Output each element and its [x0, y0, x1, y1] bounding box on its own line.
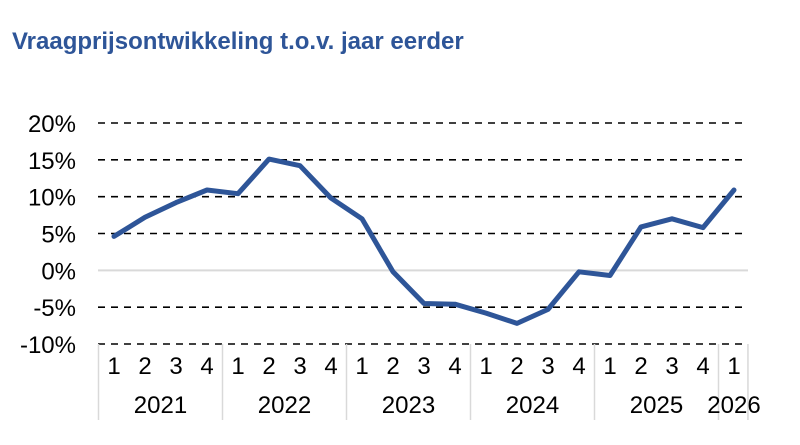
- x-tick-label: 3: [541, 353, 554, 380]
- y-tick-label: 15%: [28, 148, 76, 175]
- x-tick-label: 4: [200, 353, 213, 380]
- x-tick-label: 2: [386, 353, 399, 380]
- x-tick-label: 3: [169, 353, 182, 380]
- x-year-label: 2024: [506, 392, 559, 419]
- x-tick-label: 1: [727, 353, 740, 380]
- chart-title: Vraagprijsontwikkeling t.o.v. jaar eerde…: [12, 28, 464, 55]
- y-tick-label: -5%: [33, 295, 76, 322]
- x-tick-label: 4: [324, 353, 337, 380]
- x-year-label: 2025: [630, 392, 683, 419]
- x-tick-label: 2: [262, 353, 275, 380]
- x-year-label: 2022: [258, 392, 311, 419]
- x-year-label: 2023: [382, 392, 435, 419]
- x-tick-label: 4: [572, 353, 585, 380]
- x-tick-label: 2: [138, 353, 151, 380]
- x-tick-label: 4: [448, 353, 461, 380]
- x-tick-label: 1: [603, 353, 616, 380]
- x-year-label: 2021: [134, 392, 187, 419]
- grid-lines: [98, 122, 748, 345]
- x-tick-label: 3: [417, 353, 430, 380]
- x-tick-label: 4: [696, 353, 709, 380]
- x-tick-label: 1: [231, 353, 244, 380]
- x-tick-label: 2: [634, 353, 647, 380]
- y-axis-ticks: 20% 15% 10% 5% 0% -5% -10%: [20, 111, 76, 359]
- y-tick-label: 10%: [28, 185, 76, 212]
- x-tick-label: 3: [665, 353, 678, 380]
- x-tick-label: 2: [510, 353, 523, 380]
- x-tick-label: 3: [293, 353, 306, 380]
- y-tick-label: 20%: [28, 111, 76, 138]
- y-tick-label: -10%: [20, 332, 76, 359]
- x-tick-label: 1: [355, 353, 368, 380]
- series-layer: [111, 156, 737, 326]
- x-tick-label: 1: [479, 353, 492, 380]
- y-tick-label: 5%: [41, 222, 76, 249]
- y-tick-label: 0%: [41, 258, 76, 285]
- x-year-label: 2026: [707, 392, 760, 419]
- x-tick-label: 1: [107, 353, 120, 380]
- series-line: [111, 156, 737, 326]
